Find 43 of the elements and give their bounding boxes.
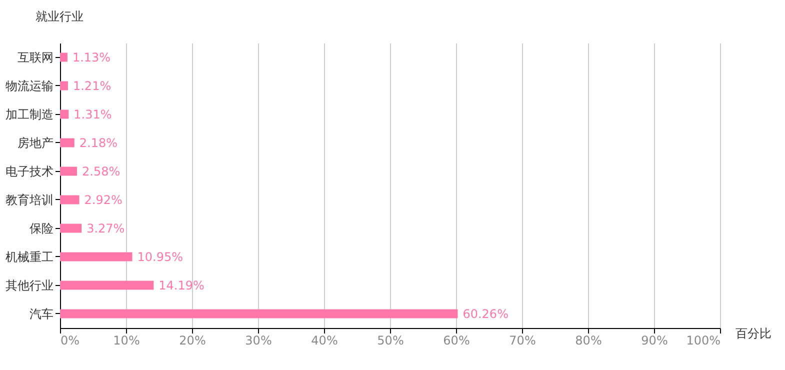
y-tick-label: 教育培训 xyxy=(6,192,54,207)
bar xyxy=(60,195,80,204)
bar xyxy=(60,110,69,119)
x-axis-title: 百分比 xyxy=(736,326,772,340)
data-label: 10.95% xyxy=(137,250,184,264)
data-label: 2.92% xyxy=(84,192,122,207)
x-tick-label: 10% xyxy=(113,334,140,348)
data-label: 1.21% xyxy=(72,78,112,93)
data-label: 14.19% xyxy=(158,278,204,292)
x-tick-label: 60% xyxy=(443,334,470,348)
x-tick-label: 0% xyxy=(60,334,80,348)
y-axis-title: 就业行业 xyxy=(36,10,84,24)
bar xyxy=(60,81,68,90)
y-tick-label: 其他行业 xyxy=(6,278,54,292)
bar xyxy=(60,166,78,176)
bar xyxy=(60,309,458,318)
x-tick-label: 50% xyxy=(377,334,404,348)
y-tick-label: 电子技术 xyxy=(6,164,54,178)
bar xyxy=(60,280,154,290)
y-tick-label: 保险 xyxy=(30,221,54,236)
y-tick-label: 机械重工 xyxy=(6,250,54,264)
x-tick-label: 100% xyxy=(686,334,720,348)
x-tick-label: 30% xyxy=(245,334,272,348)
x-tick-label: 70% xyxy=(509,334,536,348)
bar xyxy=(60,252,132,262)
x-tick-label: 20% xyxy=(179,334,206,348)
y-tick-label: 加工制造 xyxy=(6,107,54,122)
y-tick-label: 汽车 xyxy=(30,306,54,321)
x-tick-label: 40% xyxy=(311,334,338,348)
data-label: 2.18% xyxy=(79,136,118,150)
y-tick-label: 互联网 xyxy=(18,50,54,64)
y-tick-label: 房地产 xyxy=(18,136,54,150)
data-label: 1.31% xyxy=(74,107,112,122)
bar xyxy=(60,138,74,148)
y-tick-label: 物流运输 xyxy=(6,78,54,93)
data-label: 3.27% xyxy=(86,221,125,236)
bar xyxy=(60,52,68,62)
x-tick-label: 80% xyxy=(575,334,602,348)
data-label: 2.58% xyxy=(82,164,120,178)
data-label: 1.13% xyxy=(72,50,111,64)
data-label: 60.26% xyxy=(462,306,508,321)
x-tick-label: 90% xyxy=(641,334,668,348)
bar xyxy=(60,224,82,233)
